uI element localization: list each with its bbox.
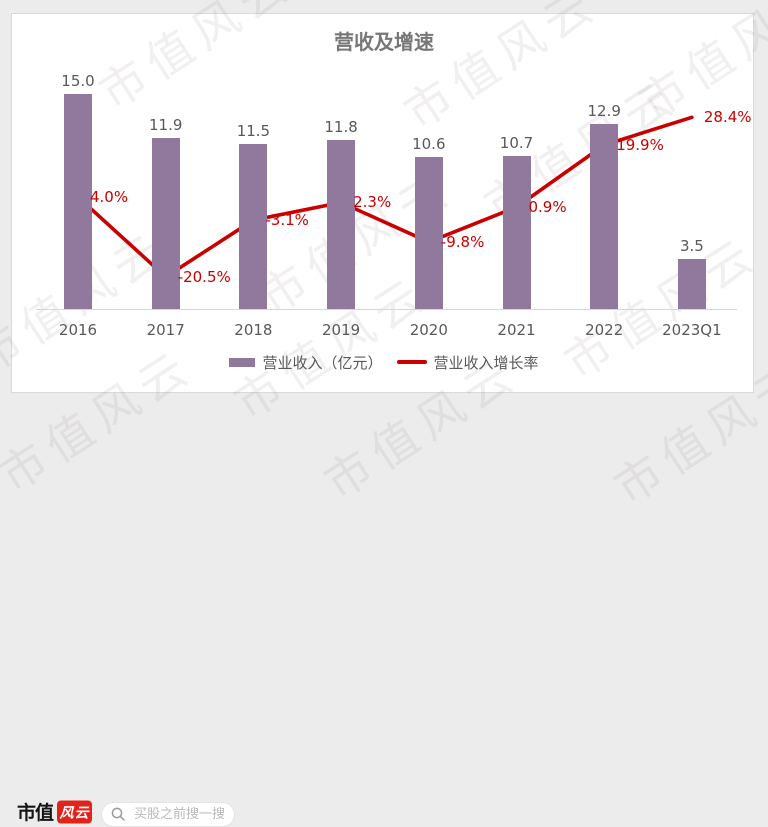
- legend-label-growth: 营业收入增长率: [433, 353, 539, 372]
- legend-label-revenue: 营业收入（亿元）: [262, 353, 383, 372]
- revenue-bar-2017: [151, 138, 180, 309]
- legend-item-growth: 营业收入增长率: [396, 352, 539, 373]
- revenue-value-label: 10.7: [499, 133, 534, 152]
- x-axis-label: 2017: [146, 321, 185, 339]
- revenue-bar-2020: [414, 157, 443, 309]
- growth-rate-label: 19.9%: [616, 136, 664, 155]
- revenue-value-label: 10.6: [412, 135, 446, 154]
- search-box[interactable]: [101, 802, 235, 827]
- search-icon: [111, 807, 125, 821]
- revenue-bar-2023Q1: [677, 258, 706, 309]
- x-axis-label: 2016: [58, 321, 98, 339]
- revenue-bar-2022: [590, 124, 619, 309]
- growth-rate-label: 0.9%: [528, 198, 567, 217]
- growth-line-svg: [76, 115, 694, 280]
- x-axis-label: 2020: [409, 321, 448, 339]
- x-axis-label: 2022: [585, 321, 624, 339]
- chart-title: 营收及增速: [334, 30, 434, 54]
- growth-rate-label: 4.0%: [90, 187, 129, 206]
- chart-area: 营收及增速 营业收入（亿元） 营业收入增长率 15.0 2016 4.0% 11.9 2…: [0, 30, 768, 372]
- x-axis-label: 2021: [497, 321, 536, 339]
- x-axis-line: [36, 309, 737, 310]
- legend-item-revenue: 营业收入（亿元）: [229, 352, 383, 373]
- revenue-bar-2018: [239, 144, 268, 309]
- revenue-value-label: 3.5: [679, 236, 704, 255]
- growth-rate-label: -9.8%: [440, 232, 485, 251]
- brand-logo-text: 市值: [17, 802, 54, 824]
- revenue-bar-2021: [502, 155, 531, 309]
- x-axis-label: 2018: [234, 321, 273, 339]
- revenue-value-label: 11.8: [324, 117, 358, 136]
- revenue-value-label: 12.9: [587, 102, 621, 121]
- footer-bar: 市值 风云: [0, 394, 768, 827]
- revenue-value-label: 15.0: [61, 72, 95, 91]
- revenue-bar-2019: [327, 139, 356, 309]
- bar-series-swatch-icon: [229, 357, 256, 367]
- growth-rate-label: -3.1%: [265, 211, 309, 230]
- brand-logo-badge: 风云: [57, 800, 93, 824]
- growth-rate-label: -20.5%: [177, 267, 231, 286]
- revenue-value-label: 11.9: [148, 116, 183, 135]
- x-axis-label: 2019: [322, 321, 361, 339]
- brand-logo[interactable]: 市值 风云: [17, 798, 93, 825]
- revenue-value-label: 11.5: [236, 122, 271, 141]
- legend: 营业收入（亿元） 营业收入增长率: [0, 352, 768, 372]
- growth-rate-label: 28.4%: [703, 108, 752, 127]
- line-series-swatch-icon: [396, 360, 427, 364]
- revenue-bar-2016: [64, 94, 92, 309]
- x-axis-label: 2023Q1: [662, 321, 722, 339]
- growth-rate-label: 2.3%: [353, 193, 392, 212]
